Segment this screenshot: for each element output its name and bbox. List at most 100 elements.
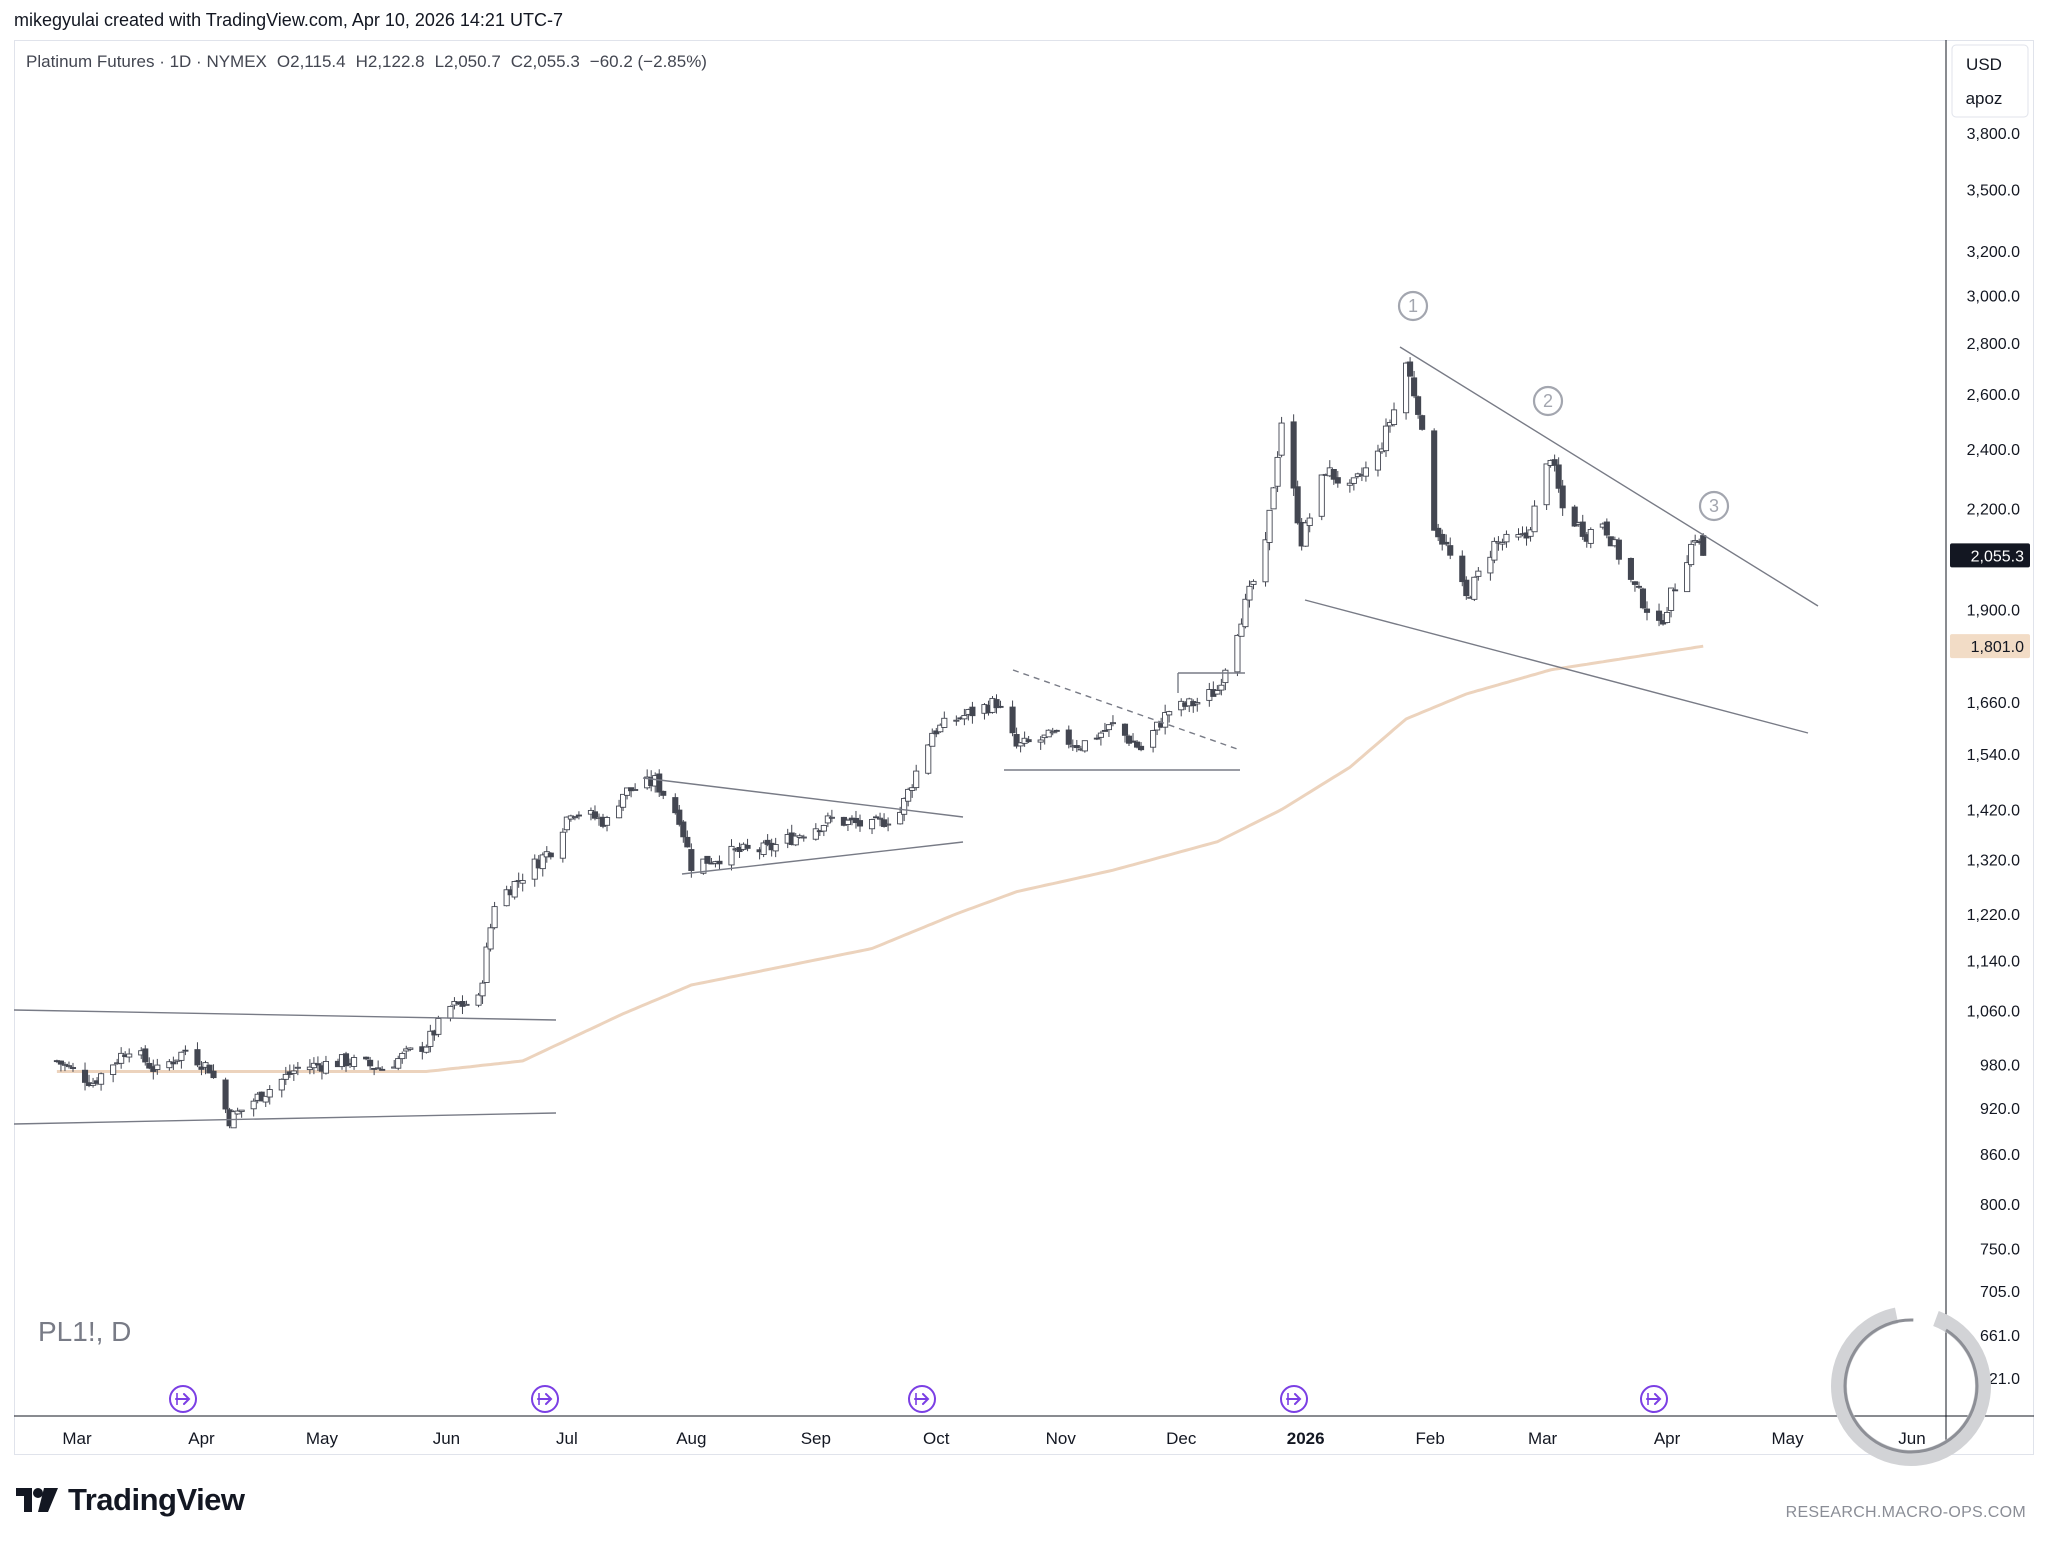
candle [559, 828, 566, 863]
event-icon[interactable] [908, 1385, 936, 1413]
candle-body [881, 819, 888, 827]
candle-body [1037, 739, 1044, 743]
candle-body [491, 906, 498, 929]
candle [1571, 504, 1578, 527]
candle [1073, 739, 1080, 753]
scale-settings-box[interactable] [1951, 44, 2029, 118]
candle-body [929, 732, 936, 747]
tradingview-logo[interactable]: TradingView [14, 1482, 245, 1518]
candle-body [142, 1048, 149, 1063]
y-tick-label: 661.0 [1980, 1328, 2020, 1345]
candle-body [363, 1056, 370, 1060]
candle [539, 852, 546, 877]
candle [820, 824, 827, 837]
candle-body [306, 1066, 313, 1071]
candle-body [447, 1005, 454, 1019]
candle [1274, 451, 1281, 493]
candle [314, 1056, 321, 1071]
candle-body [1475, 570, 1482, 577]
candle-body [844, 819, 851, 825]
candle-body [1306, 517, 1313, 527]
candle [676, 804, 683, 827]
candle-body [154, 1064, 161, 1070]
candle [403, 1045, 410, 1059]
candle-body [1579, 521, 1586, 537]
candle [1615, 537, 1622, 565]
candle [877, 812, 884, 827]
candle [812, 823, 819, 841]
candle [98, 1072, 105, 1091]
event-icon[interactable] [1280, 1385, 1308, 1413]
candle [1278, 416, 1285, 458]
candle [1664, 606, 1671, 624]
x-tick-label: Feb [1416, 1429, 1445, 1448]
candle-body [294, 1066, 301, 1069]
candle-body [656, 773, 663, 793]
candle [1603, 518, 1610, 539]
candle-body [1270, 487, 1277, 510]
candle [925, 744, 932, 775]
candle [1109, 715, 1117, 727]
ouroboros-logo [1831, 1306, 1991, 1466]
candle-body [877, 817, 884, 820]
candle [1627, 557, 1634, 583]
wave-label-circle [1532, 385, 1564, 417]
candle [483, 942, 490, 983]
candle-body [98, 1073, 105, 1085]
x-tick-label: Dec [1166, 1429, 1197, 1448]
candle [310, 1057, 317, 1075]
candle-body [1374, 450, 1382, 471]
candle-body [905, 788, 912, 802]
candle-body [342, 1053, 350, 1067]
candle-body [1463, 579, 1470, 597]
candle [170, 1056, 177, 1070]
ma-value-badge [1950, 634, 2030, 659]
candle [680, 819, 687, 843]
candle [475, 992, 482, 1008]
candle [929, 728, 936, 747]
candle [423, 1044, 430, 1054]
x-tick-label: Jun [1898, 1429, 1925, 1448]
x-tick-label: Aug [676, 1429, 706, 1448]
candle-body [234, 1110, 241, 1115]
candle [206, 1064, 213, 1074]
candle [1121, 723, 1129, 743]
event-icon[interactable] [531, 1385, 559, 1413]
candle [1390, 402, 1398, 427]
candle-body [1294, 486, 1301, 524]
candle-body [1527, 529, 1534, 537]
candle-body [1065, 729, 1072, 745]
candle [616, 799, 623, 819]
last-price-badge [1950, 543, 2030, 568]
y-tick-label: 2,200.0 [1967, 502, 2020, 519]
candle-body [800, 836, 807, 839]
candle [1350, 477, 1357, 491]
candle-body [1403, 362, 1410, 414]
candle [1559, 479, 1566, 516]
event-icon-arrow [537, 1393, 553, 1405]
symbol-legend[interactable]: Platinum Futures · 1D · NYMEX O2,115.4 H2,… [26, 52, 707, 72]
candle [154, 1058, 161, 1075]
candle-body [1419, 415, 1426, 430]
candle-body [1045, 729, 1052, 738]
candle [1330, 469, 1337, 485]
candle [913, 764, 920, 791]
candle [1415, 395, 1422, 419]
candle-body [856, 820, 864, 827]
candle-body [479, 982, 486, 997]
candle-body [403, 1048, 410, 1052]
event-icon[interactable] [1640, 1385, 1668, 1413]
candle-body [1390, 409, 1398, 426]
candle-body [937, 724, 944, 733]
candle [1234, 634, 1241, 677]
candle-body [1615, 539, 1622, 560]
wedge-lower-line [1304, 599, 1809, 734]
candle-body [250, 1100, 257, 1110]
candle [1439, 529, 1446, 551]
candle-body [1162, 712, 1169, 728]
candle [118, 1047, 125, 1069]
event-icon[interactable] [169, 1385, 197, 1413]
candle-body [1093, 737, 1100, 740]
currency-label: USD [1966, 55, 2002, 74]
